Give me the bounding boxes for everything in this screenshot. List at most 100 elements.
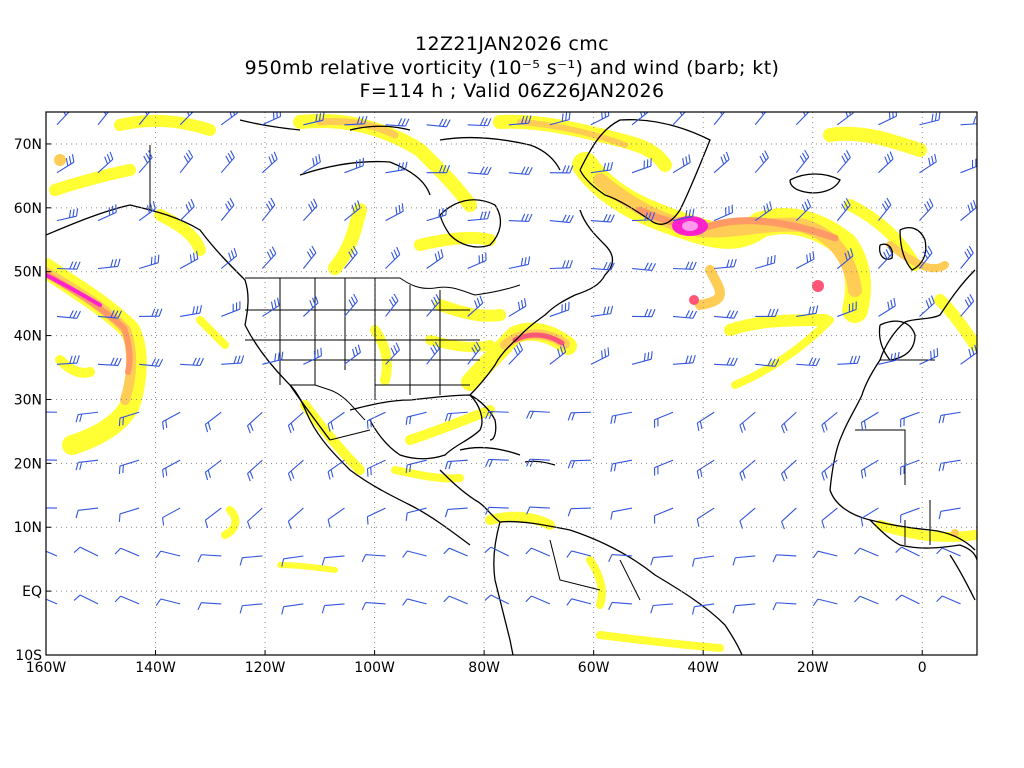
- wind-barb: [566, 598, 592, 606]
- wind-barb: [696, 507, 715, 527]
- wind-barb: [56, 112, 70, 126]
- wind-barb: [162, 459, 181, 478]
- wind-barb: [56, 154, 75, 174]
- wind-barb: [179, 149, 194, 174]
- wind-barb: [919, 153, 937, 174]
- title-field: 950mb relative vorticity (10⁻⁵ s⁻¹) and …: [244, 57, 780, 79]
- wind-barb: [402, 550, 427, 558]
- wind-barb: [714, 258, 737, 270]
- wind-barb: [508, 342, 524, 365]
- wind-barb: [796, 357, 821, 367]
- wind-barb: [877, 197, 892, 221]
- wind-barb: [56, 355, 80, 365]
- wind-barb: [405, 459, 427, 473]
- wind-barb: [936, 547, 961, 557]
- wind-barb: [385, 246, 401, 269]
- title-run: 12Z21JAN2026 cmc: [414, 33, 610, 55]
- wind-barb: [508, 298, 527, 317]
- wind-barb: [467, 166, 492, 175]
- wind-barb: [344, 200, 361, 222]
- wind-barb: [938, 507, 961, 520]
- wind-barb: [366, 507, 386, 525]
- lon-tick-label: 80W: [468, 660, 500, 676]
- wind-barb: [754, 201, 773, 222]
- wind-barb: [878, 297, 896, 317]
- wind-barb: [287, 411, 304, 434]
- wind-barb: [138, 112, 151, 126]
- wind-barb: [919, 295, 935, 317]
- wind-barb: [261, 246, 277, 269]
- wind-barb: [138, 254, 160, 270]
- wind-barb: [56, 208, 79, 222]
- wind-barb: [303, 154, 321, 174]
- wind-barb: [197, 602, 222, 611]
- wind-barb: [204, 507, 222, 529]
- wind-barb: [180, 357, 204, 367]
- wind-barb: [344, 245, 358, 269]
- wind-barb: [837, 248, 854, 269]
- wind-barb: [938, 459, 961, 472]
- wind-barb: [405, 507, 427, 521]
- lon-tick-label: 60W: [578, 660, 610, 676]
- wind-barb: [739, 411, 756, 433]
- map-frame: [45, 111, 978, 656]
- wind-barb: [426, 294, 441, 317]
- wind-barb: [467, 341, 481, 365]
- wind-barb: [287, 507, 304, 529]
- wind-barb: [97, 112, 109, 126]
- lon-tick-label: 140W: [135, 660, 176, 676]
- wind-barb: [567, 411, 591, 421]
- wind-barb: [960, 293, 975, 317]
- wind-barb: [754, 112, 767, 126]
- wind-barb: [246, 411, 263, 434]
- wind-barb: [860, 507, 879, 527]
- wind-barb: [936, 595, 961, 605]
- wind-barb: [426, 118, 451, 128]
- wind-barb: [444, 459, 468, 470]
- wind-barb: [262, 297, 280, 317]
- wind-barb: [97, 151, 114, 174]
- wind-barb: [303, 112, 325, 126]
- wind-barb: [714, 310, 739, 319]
- latitude-tick-labels: 70N 60N 50N 40N 30N 20N 10N EQ 10S: [14, 137, 51, 664]
- wind-barb: [484, 594, 510, 605]
- wind-barb: [56, 310, 81, 319]
- wind-barb: [467, 295, 484, 317]
- wind-barb: [361, 554, 386, 563]
- wind-barb: [854, 547, 879, 557]
- wind-barb: [444, 411, 468, 422]
- wind-barb: [772, 602, 797, 611]
- wind-barb: [97, 204, 117, 222]
- wind-barb: [631, 212, 656, 222]
- wind-barb: [714, 357, 738, 366]
- wind-barb: [246, 507, 263, 530]
- gridlines: [46, 112, 977, 655]
- wind-barb: [610, 411, 633, 424]
- wind-barb: [878, 246, 893, 269]
- wind-barb: [73, 546, 99, 557]
- wind-barb: [878, 351, 900, 365]
- wind-barb: [281, 603, 304, 615]
- wind-barb: [155, 550, 181, 558]
- wind-barb: [385, 293, 399, 317]
- wind-barb: [97, 357, 122, 367]
- wind-barb: [287, 459, 304, 482]
- wind-barb: [696, 411, 715, 431]
- wind-barb: [402, 598, 427, 606]
- wind-barb: [366, 459, 386, 477]
- wind-barb: [262, 351, 284, 365]
- title-valid: F=114 h ; Valid 06Z26JAN2026: [359, 80, 665, 102]
- wind-barb: [900, 459, 920, 476]
- wind-barb: [739, 459, 756, 481]
- wind-barb: [772, 554, 797, 563]
- wind-barb: [549, 301, 570, 317]
- wind-barb: [590, 305, 614, 317]
- lon-tick-label: 160W: [26, 660, 67, 676]
- wind-barb: [118, 459, 140, 475]
- wind-barb: [97, 258, 121, 270]
- wind-barb: [162, 411, 181, 430]
- wind-barb: [485, 458, 509, 468]
- wind-barb: [549, 214, 574, 224]
- wind-barb: [118, 411, 140, 427]
